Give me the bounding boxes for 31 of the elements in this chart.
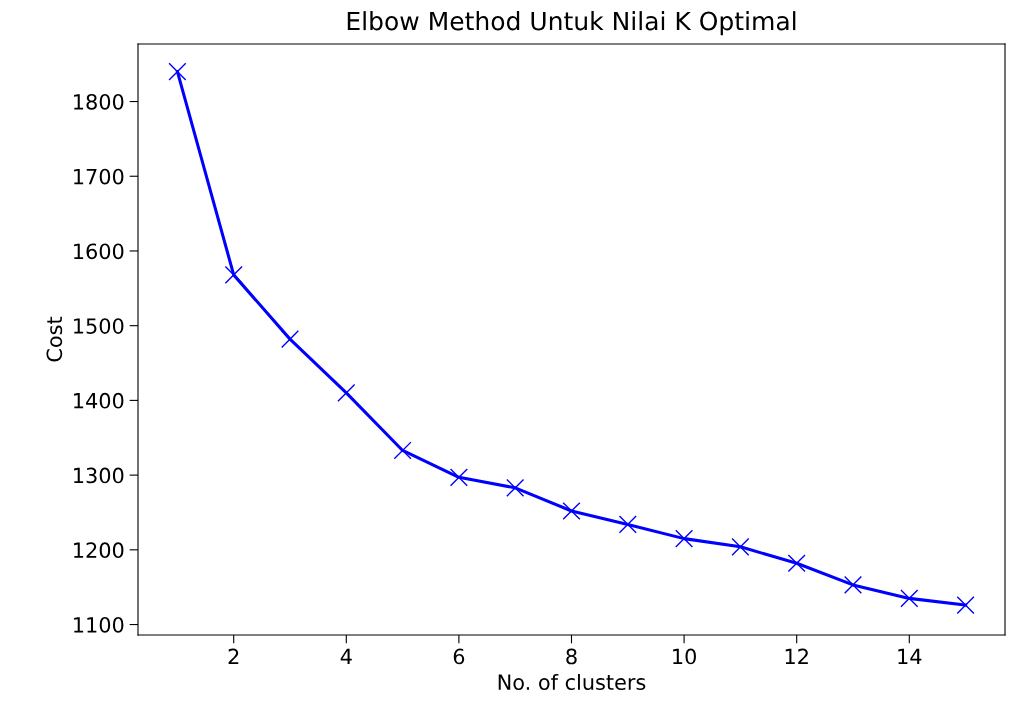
point	[731, 537, 750, 556]
point	[224, 265, 243, 284]
y-tick-label: 1100	[74, 616, 124, 633]
point	[618, 515, 637, 534]
point	[562, 501, 581, 521]
point	[900, 589, 919, 608]
point	[675, 529, 694, 548]
point	[393, 441, 412, 460]
y-tick-label: 1500	[74, 318, 124, 334]
point	[956, 596, 975, 615]
point	[843, 575, 863, 594]
x-tick-label: 8	[566, 648, 577, 665]
point	[787, 554, 806, 573]
point	[506, 478, 525, 497]
y-tick-label: 1700	[74, 168, 124, 185]
y-tick-label: 1200	[74, 542, 124, 559]
y-tick-label: 1800	[74, 93, 124, 110]
x-tick-label: 2	[228, 648, 239, 665]
y-tick-label: 1400	[74, 392, 124, 409]
x-tick-label: 12	[785, 648, 808, 665]
x-tick-label: 10	[673, 648, 696, 665]
x-axis-title: No. of clusters	[498, 673, 646, 691]
x-tick-label: 6	[453, 648, 465, 665]
y-axis-title: Cost	[46, 316, 63, 362]
y-tick-label: 1600	[74, 243, 124, 260]
x-tick-label: 4	[340, 648, 352, 665]
chart-title: Elbow Method Untuk Nilai K Optimal	[347, 11, 796, 36]
y-tick-label: 1300	[74, 467, 124, 484]
x-tick-label: 14	[898, 648, 922, 665]
point	[168, 62, 187, 81]
point	[449, 468, 468, 487]
